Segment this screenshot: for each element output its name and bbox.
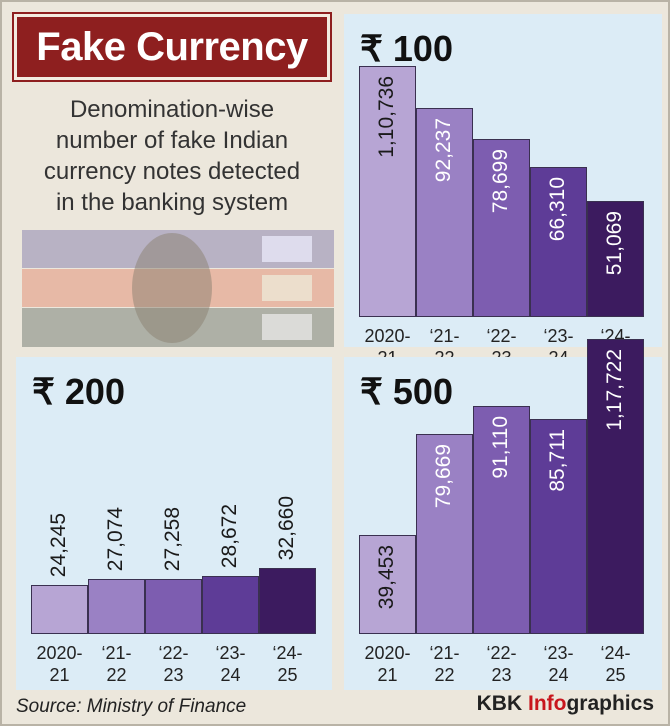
bar [359,535,416,634]
chart-panel: ₹ 200 24,245 2020-21 27,074 ‘21-22 27,258 ‘22-… [16,357,332,690]
value-label: 78,699 [488,148,512,213]
credit-part: Info [527,692,567,715]
value-label: 39,453 [374,545,398,610]
bar [530,419,587,634]
title: Fake Currency [12,12,332,82]
chart-title: ₹ 100 [360,28,453,69]
value-label: 27,258 [160,506,184,571]
chart-title: ₹ 500 [360,371,453,412]
x-tick-label: ‘24-25 [600,643,631,685]
bar [530,166,587,317]
bar [202,576,259,634]
value-label: 92,237 [431,117,455,183]
x-tick-label: 2020-21 [364,643,411,685]
value-label: 27,074 [103,507,127,572]
bar [145,578,202,634]
bar [473,138,530,317]
bar [473,405,530,634]
value-label: 32,660 [274,495,298,560]
value-label: 79,669 [431,444,455,509]
x-tick-label: ‘22-23 [158,643,189,685]
x-tick-label: ‘23-24 [543,643,574,685]
value-label: 28,672 [217,503,241,569]
chart-panel: ₹ 500 39,453 2020-21 79,669 ‘21-22 91,110 ‘22-… [344,339,662,690]
bar [31,585,88,634]
bar [88,579,145,634]
x-tick-label: ‘24-25 [272,643,303,685]
value-label: 66,310 [545,176,569,241]
bar [587,201,644,317]
x-tick-label: ‘21-22 [429,643,460,685]
credit-part: KBK [476,692,523,715]
value-label: 91,110 [488,415,512,479]
x-tick-label: ‘21-22 [101,643,132,685]
value-label: 51,069 [602,211,626,276]
credit-part: graphics [566,692,654,715]
notes-image [22,230,334,347]
x-tick-label: 2020-21 [36,643,83,685]
x-tick-label: ‘23-24 [215,643,246,685]
credit: KBK Infographics [477,692,654,716]
value-label: 1,10,736 [374,76,398,158]
bar [416,434,473,634]
source: Source: Ministry of Finance [16,696,247,717]
value-label: 85,711 [545,429,569,492]
value-label: 24,245 [46,512,70,578]
chart-title: ₹ 200 [32,371,125,412]
value-label: 1,17,722 [602,349,626,431]
x-tick-label: ‘22-23 [486,643,517,685]
bar [416,107,473,317]
chart-panel: ₹ 1001,10,7362020-2192,237‘21-2278,699‘2… [344,14,662,368]
bar [359,66,416,317]
subtitle: Denomination-wise number of fake Indian … [43,96,301,216]
bar [587,339,644,634]
bar [259,568,316,634]
